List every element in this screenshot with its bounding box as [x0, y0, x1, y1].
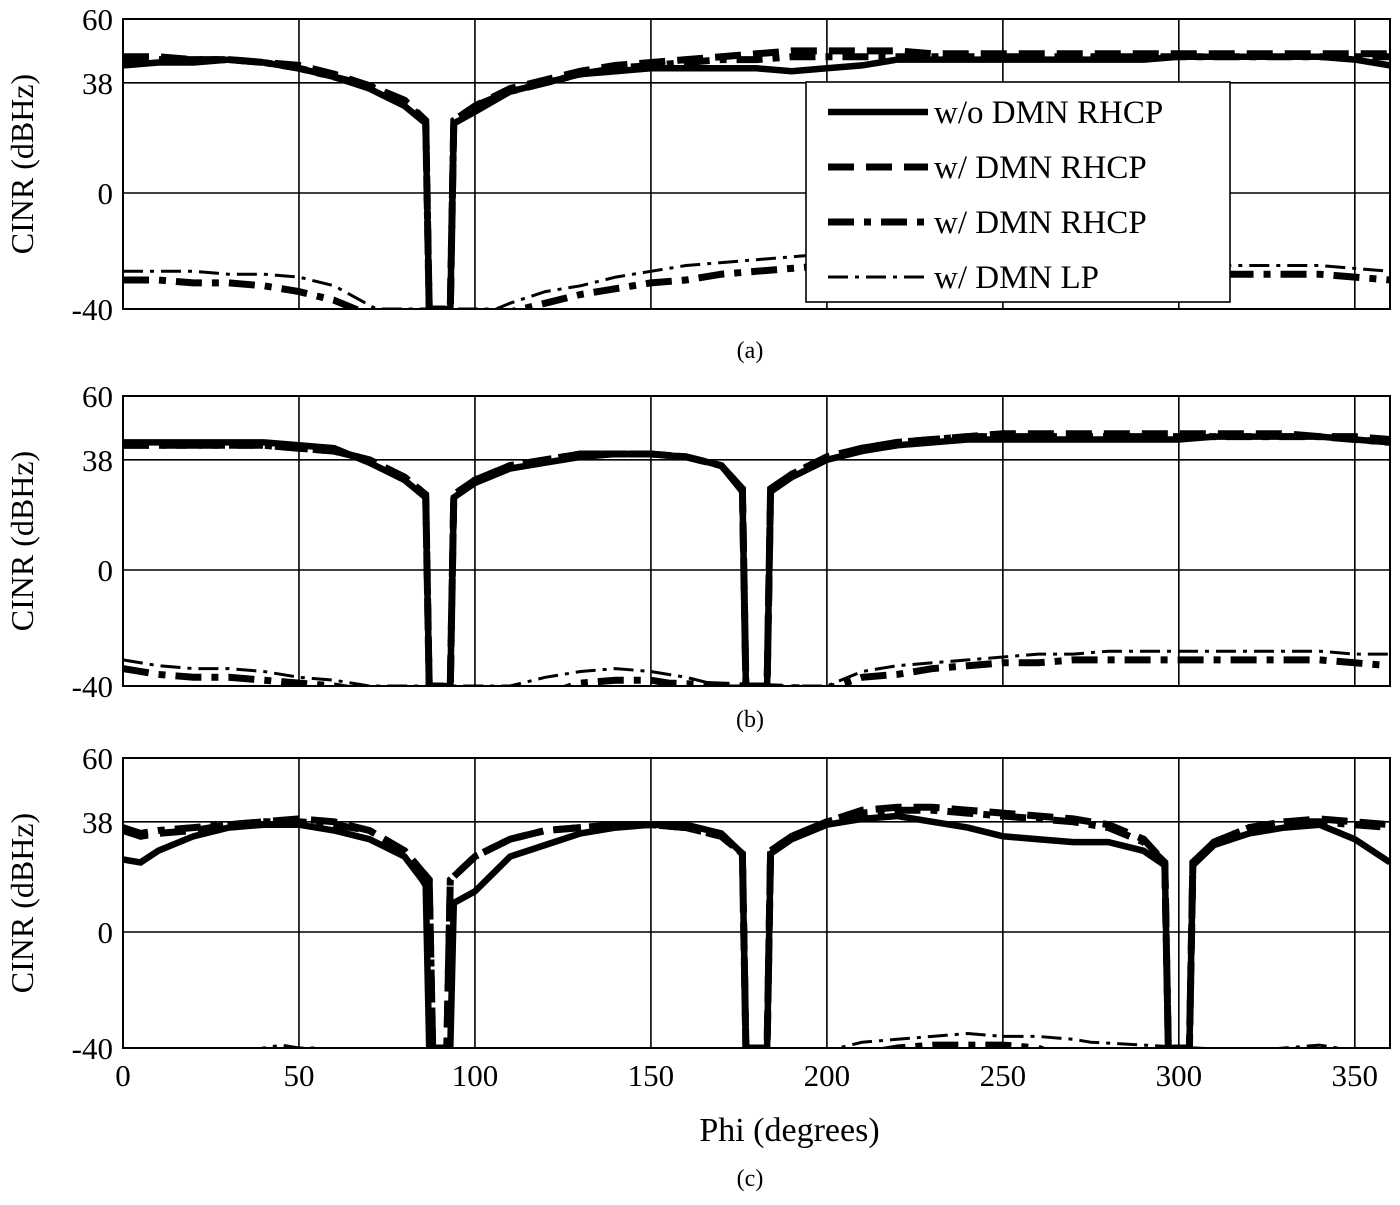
x-tick-label: 300 — [1156, 1058, 1203, 1093]
plot-frame — [122, 757, 1391, 1049]
y-tick-label: -40 — [72, 292, 113, 327]
x-axis-label: Phi (degrees) — [699, 1112, 879, 1149]
legend-label: w/o DMN RHCP — [934, 95, 1163, 131]
y-tick-label: -40 — [72, 669, 113, 704]
y-tick-label: 60 — [82, 2, 113, 37]
series-line-dashed-1 — [123, 430, 1390, 686]
legend-label: w/ DMN RHCP — [934, 205, 1147, 241]
y-tick-label: 38 — [82, 443, 113, 478]
series-group — [123, 803, 1390, 1048]
x-tick-label: 0 — [115, 1058, 131, 1093]
y-tick-label: 38 — [82, 805, 113, 840]
series-line-dashdot-thin-4 — [123, 649, 1390, 686]
panel-caption: (b) — [736, 707, 764, 733]
y-tick-label: -40 — [72, 1031, 113, 1066]
x-tick-label: 350 — [1332, 1058, 1379, 1093]
x-tick-label: 200 — [804, 1058, 851, 1093]
plot-frame — [122, 18, 1391, 310]
y-axis-label: CINR (dBHz) — [4, 813, 40, 993]
y-tick-label: 60 — [82, 379, 113, 414]
y-tick-label: 0 — [98, 553, 114, 588]
legend-box — [805, 81, 1231, 303]
series-line-dashed-1 — [123, 803, 1390, 1048]
series-line-dashdot-2 — [123, 433, 1390, 686]
panel-1: -40 0 38 60 CINR (dBHz) (a) w/o DMN RHCP w/ DMN… — [4, 2, 1391, 364]
x-tick-label: 150 — [628, 1058, 675, 1093]
series-line-dashdot-2 — [123, 53, 1390, 309]
y-tick-label: 60 — [82, 741, 113, 776]
series-line-dashdot-3 — [123, 656, 1390, 686]
panel-caption: (a) — [737, 338, 764, 364]
y-tick-label: 0 — [98, 176, 114, 211]
panel-caption: (c) — [737, 1166, 764, 1192]
x-tick-label: 250 — [980, 1058, 1027, 1093]
series-line-solid-0 — [123, 433, 1390, 686]
series-group — [123, 430, 1390, 686]
y-tick-label: 38 — [82, 66, 113, 101]
legend: w/o DMN RHCP w/ DMN RHCP w/ DMN RHCP w/ DMN… — [805, 81, 1231, 303]
series-line-dashdot-2 — [123, 806, 1390, 1048]
plot-frame — [122, 395, 1391, 687]
series-line-solid-0 — [123, 812, 1390, 1048]
y-tick-label: 0 — [98, 915, 114, 950]
y-axis-label: CINR (dBHz) — [4, 74, 40, 254]
y-axis-label: CINR (dBHz) — [4, 451, 40, 631]
legend-label: w/ DMN LP — [934, 260, 1099, 296]
panel-2: -40 0 38 60 CINR (dBHz) (b) — [4, 379, 1391, 733]
x-tick-label: 50 — [283, 1058, 314, 1093]
x-tick-label: 100 — [452, 1058, 499, 1093]
legend-label: w/ DMN RHCP — [934, 150, 1147, 186]
